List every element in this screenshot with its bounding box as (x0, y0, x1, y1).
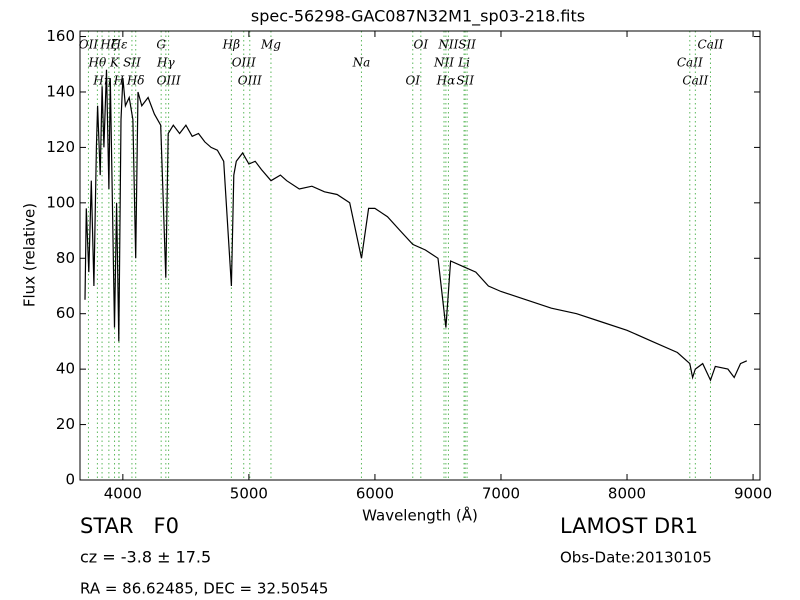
line-label: SII (458, 38, 476, 52)
x-tick-label: 9000 (734, 485, 772, 503)
plot-frame (79, 30, 761, 481)
y-tick-label: 40 (56, 360, 75, 378)
line-label: OII (79, 38, 99, 52)
x-tick-label: 4000 (104, 485, 142, 503)
line-label: Hζ (99, 38, 118, 52)
line-label: Hβ (222, 38, 240, 52)
line-label: CaII (698, 38, 724, 52)
line-label: NII (437, 38, 458, 52)
line-label: CaII (677, 56, 703, 70)
line-label: NII (433, 56, 454, 70)
y-axis-label: Flux (relative) (21, 203, 39, 307)
line-label: OIII (232, 56, 256, 70)
line-label: Hδ (126, 74, 145, 88)
line-label: Na (352, 56, 371, 70)
object-class: STAR F0 (80, 514, 179, 538)
line-label: Hθ (88, 56, 107, 70)
y-tick-label: 160 (46, 27, 75, 45)
line-label: CaII (682, 74, 708, 88)
data-release: LAMOST DR1 (560, 514, 698, 538)
chart-title: spec-56298-GAC087N32M1_sp03-218.fits (251, 7, 585, 27)
redshift: cz = -3.8 ± 17.5 (80, 548, 211, 567)
line-label: Hγ (156, 56, 175, 70)
line-label: OIII (157, 74, 181, 88)
line-label: SII (123, 56, 141, 70)
line-label: OIII (238, 74, 262, 88)
y-tick-label: 120 (46, 138, 75, 156)
y-tick-label: 80 (56, 249, 75, 267)
y-tick-label: 100 (46, 193, 75, 211)
line-label: G (156, 38, 166, 52)
y-tick-label: 60 (56, 304, 75, 322)
coordinates: RA = 86.62485, DEC = 32.50545 (80, 580, 328, 598)
line-label: K (109, 56, 120, 70)
line-label: OI (405, 74, 420, 88)
x-tick-label: 8000 (608, 485, 646, 503)
line-label: SII (456, 74, 474, 88)
obs-date: Obs-Date:20130105 (560, 549, 712, 567)
x-tick-label: 6000 (356, 485, 394, 503)
x-tick-label: 5000 (230, 485, 268, 503)
y-tick-label: 140 (46, 82, 75, 100)
y-tick-label: 0 (65, 471, 75, 489)
x-tick-label: 7000 (482, 485, 520, 503)
y-tick-label: 20 (56, 415, 75, 433)
spectrum-line (84, 69, 748, 382)
line-label: Li (457, 56, 470, 70)
x-axis-label: Wavelength (Å) (362, 506, 478, 525)
line-label: Hα (436, 74, 456, 88)
line-label: OI (414, 38, 429, 52)
line-label: Mg (260, 38, 281, 52)
line-label: Hε (110, 38, 128, 52)
